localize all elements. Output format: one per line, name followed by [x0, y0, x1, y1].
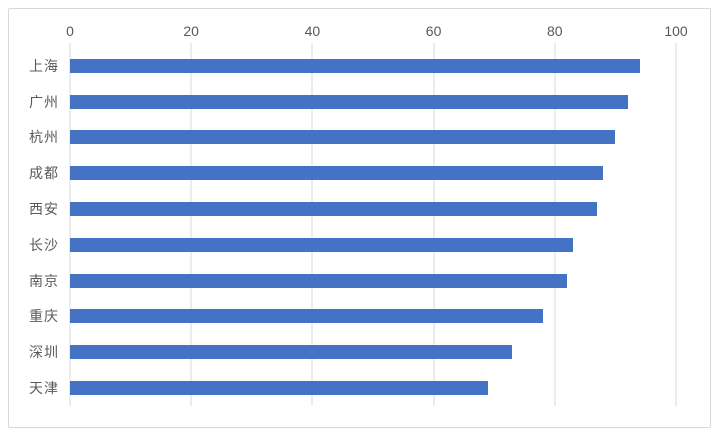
gridline-x-100	[675, 43, 677, 406]
x-tick-label-40: 40	[304, 23, 321, 39]
bar-row	[70, 84, 676, 120]
category-label-成都: 成都	[29, 165, 59, 182]
category-label-广州: 广州	[29, 93, 59, 110]
bar-天津	[70, 381, 489, 396]
gridline-x-80	[554, 43, 556, 406]
x-tick-label-0: 0	[66, 23, 74, 39]
x-tick-label-60: 60	[425, 23, 442, 39]
bar-row	[70, 48, 676, 84]
bar-row	[70, 227, 676, 263]
bar-重庆	[70, 309, 543, 324]
gridline-x-60	[433, 43, 435, 406]
bar-成都	[70, 166, 604, 181]
gridline-x-0	[69, 43, 71, 406]
bar-row	[70, 263, 676, 299]
bar-chart: 0 20 40 60 80 100 上海广州杭州成都西安长沙南京重庆深圳天津	[8, 8, 711, 428]
category-label-深圳: 深圳	[29, 344, 59, 361]
x-tick-label-100: 100	[664, 23, 688, 39]
category-label-南京: 南京	[29, 272, 59, 289]
category-label-天津: 天津	[29, 380, 59, 397]
bar-row	[70, 299, 676, 335]
bar-row	[70, 155, 676, 191]
category-label-杭州: 杭州	[29, 129, 59, 146]
x-tick-label-80: 80	[547, 23, 563, 39]
gridline-x-20	[190, 43, 192, 406]
bar-南京	[70, 273, 567, 288]
bar-深圳	[70, 345, 513, 360]
category-label-重庆: 重庆	[29, 308, 59, 325]
category-label-西安: 西安	[29, 201, 59, 218]
bar-row	[70, 191, 676, 227]
y-axis-category-labels: 上海广州杭州成都西安长沙南京重庆深圳天津	[9, 48, 59, 406]
bar-广州	[70, 94, 628, 109]
bar-杭州	[70, 130, 616, 145]
category-label-长沙: 长沙	[29, 236, 59, 253]
bar-row	[70, 334, 676, 370]
bar-row	[70, 370, 676, 406]
gridline-x-40	[311, 43, 313, 406]
bar-上海	[70, 58, 640, 73]
x-axis-tick-labels: 0 20 40 60 80 100	[66, 21, 688, 41]
bar-row	[70, 120, 676, 156]
plot-area	[69, 43, 677, 406]
bar-西安	[70, 202, 598, 217]
bar-长沙	[70, 237, 573, 252]
category-label-上海: 上海	[29, 57, 59, 74]
x-tick-label-20: 20	[183, 23, 199, 39]
